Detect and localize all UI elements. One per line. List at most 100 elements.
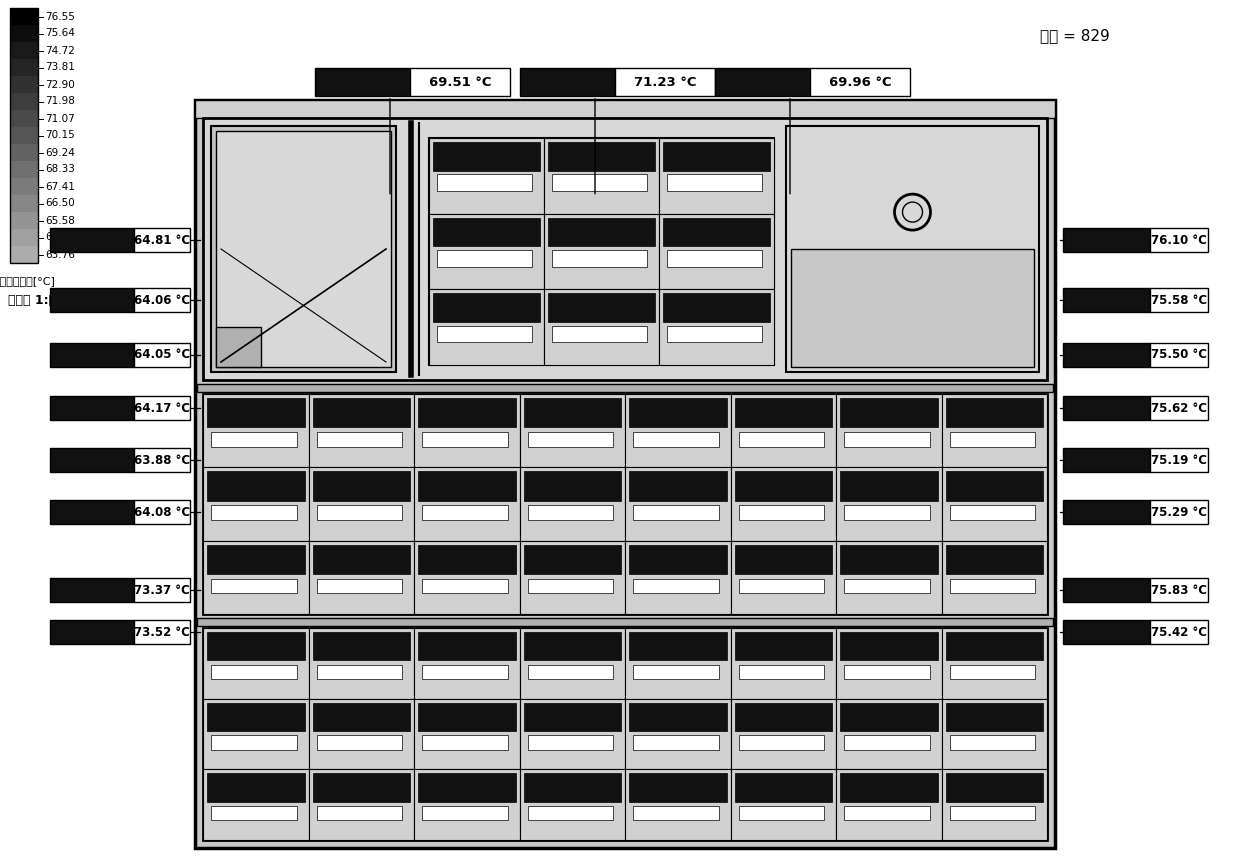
Bar [552, 174, 647, 191]
Bar [1063, 228, 1149, 252]
Bar [632, 432, 718, 447]
Bar [734, 471, 832, 501]
Bar [544, 289, 658, 365]
Bar [433, 217, 539, 247]
Bar [941, 769, 1047, 840]
Bar [207, 545, 305, 574]
Bar [414, 699, 520, 769]
Bar [429, 214, 544, 289]
Bar [134, 448, 190, 472]
Text: 75.58 °C: 75.58 °C [1151, 294, 1207, 307]
Bar [50, 343, 134, 367]
Bar [203, 628, 309, 699]
Bar [50, 396, 134, 420]
Bar [211, 578, 296, 593]
Bar [715, 68, 810, 96]
Bar [836, 769, 941, 840]
Bar [739, 578, 825, 593]
Bar [548, 294, 655, 322]
Text: 67.41: 67.41 [45, 182, 74, 191]
Bar [632, 506, 718, 520]
Bar [436, 250, 532, 267]
Bar [10, 8, 38, 263]
Bar [195, 100, 1055, 118]
Bar [203, 699, 309, 769]
Bar [312, 471, 410, 501]
Bar [1149, 620, 1208, 644]
Bar [134, 578, 190, 602]
Bar [734, 632, 832, 660]
Bar [414, 540, 520, 614]
Bar [786, 126, 1039, 372]
Bar [197, 384, 1053, 392]
Bar [203, 118, 1047, 380]
Bar [520, 540, 625, 614]
Bar [663, 142, 770, 171]
Bar [134, 228, 190, 252]
Bar [422, 578, 507, 593]
Bar [667, 326, 763, 342]
Text: 64.08 °C: 64.08 °C [134, 506, 190, 519]
Bar [211, 806, 296, 820]
Bar [203, 468, 309, 540]
Bar [312, 545, 410, 574]
Bar [520, 394, 625, 468]
Bar [941, 699, 1047, 769]
Bar [10, 25, 38, 42]
Bar [422, 432, 507, 447]
Bar [433, 142, 539, 171]
Bar [1063, 578, 1149, 602]
Bar [1063, 448, 1149, 472]
Bar [945, 702, 1043, 731]
Bar [10, 59, 38, 76]
Bar [629, 702, 727, 731]
Bar [10, 212, 38, 229]
Bar [625, 468, 730, 540]
Bar [1149, 396, 1208, 420]
Bar [632, 665, 718, 679]
Bar [520, 699, 625, 769]
Bar [945, 398, 1043, 427]
Bar [1149, 228, 1208, 252]
Bar [309, 394, 414, 468]
Bar [10, 93, 38, 110]
Bar [527, 735, 613, 750]
Bar [734, 398, 832, 427]
Text: 64.05 °C: 64.05 °C [134, 348, 190, 361]
Bar [211, 432, 296, 447]
Bar [436, 174, 532, 191]
Bar [839, 632, 937, 660]
Bar [520, 769, 625, 840]
Bar [945, 632, 1043, 660]
Bar [197, 618, 1053, 626]
Bar [422, 506, 507, 520]
Bar [548, 142, 655, 171]
Bar [523, 773, 621, 802]
Bar [422, 806, 507, 820]
Bar [791, 249, 1034, 367]
Bar [309, 628, 414, 699]
Text: 71.98: 71.98 [45, 96, 74, 107]
Bar [625, 628, 730, 699]
Bar [211, 735, 296, 750]
Bar [134, 343, 190, 367]
Bar [839, 471, 937, 501]
Text: 64.06 °C: 64.06 °C [134, 294, 190, 307]
Text: 75.64: 75.64 [45, 29, 74, 38]
Bar [312, 398, 410, 427]
Text: 76.55: 76.55 [45, 11, 74, 22]
Bar [418, 471, 516, 501]
Bar [950, 665, 1035, 679]
Bar [316, 735, 402, 750]
Bar [941, 468, 1047, 540]
Bar [316, 506, 402, 520]
Text: 68.33: 68.33 [45, 165, 74, 175]
Text: 75.62 °C: 75.62 °C [1151, 402, 1207, 415]
Text: 迭代 = 829: 迭代 = 829 [1040, 28, 1110, 43]
Bar [520, 468, 625, 540]
Bar [523, 702, 621, 731]
Bar [734, 702, 832, 731]
Bar [1063, 396, 1149, 420]
Text: 69.24: 69.24 [45, 147, 74, 158]
Bar [730, 628, 836, 699]
